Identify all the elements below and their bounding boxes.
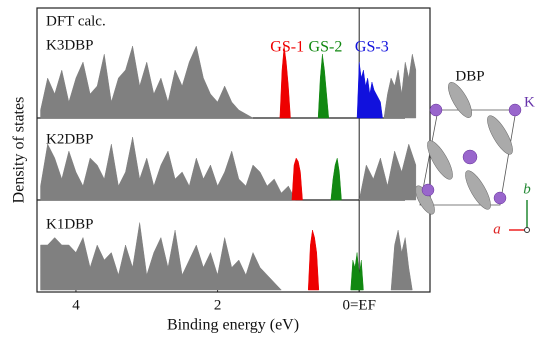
inset-label: b	[523, 181, 531, 197]
x-tick-label: 2	[214, 297, 222, 313]
series-label: GS-3	[355, 39, 389, 56]
inset-label: a	[493, 221, 501, 237]
dos-area	[351, 253, 364, 291]
dos-area	[308, 230, 319, 290]
dos-area	[359, 144, 416, 200]
x-tick-label: 0=EF	[342, 297, 375, 313]
x-tick-label: 4	[72, 297, 80, 313]
dos-area	[391, 230, 412, 290]
chart: DFT calc. Binding energy (eV) Density of…	[0, 0, 541, 338]
panel-label: K3DBP	[46, 37, 94, 53]
panel-label: K2DBP	[46, 131, 94, 147]
dos-area	[41, 46, 253, 118]
axis-origin	[525, 228, 530, 233]
dos-area	[318, 54, 329, 118]
series-label: GS-2	[309, 39, 343, 56]
annotation: DFT calc.	[46, 13, 106, 29]
dos-area	[292, 158, 303, 200]
inset-label: DBP	[455, 68, 484, 84]
dos-area	[41, 223, 282, 291]
dos-area	[280, 46, 291, 118]
dos-area	[357, 62, 382, 118]
dos-area	[331, 158, 342, 200]
y-axis-label: Density of states	[11, 97, 28, 204]
dos-area	[384, 54, 416, 118]
x-axis-label: Binding energy (eV)	[167, 317, 299, 334]
series-label: GS-1	[270, 39, 304, 56]
inset-label: K	[524, 94, 535, 110]
panel-label: K1DBP	[46, 216, 94, 232]
